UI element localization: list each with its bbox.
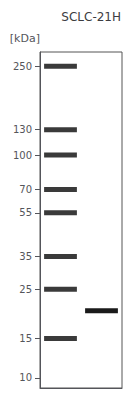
svg-text:25: 25 [19,284,32,295]
svg-text:130: 130 [13,124,32,135]
svg-text:35: 35 [19,251,32,262]
svg-text:250: 250 [13,61,32,72]
svg-text:SCLC-21H: SCLC-21H [61,10,121,24]
svg-text:100: 100 [13,150,32,161]
svg-text:10: 10 [19,372,32,383]
svg-text:55: 55 [19,207,32,218]
svg-text:15: 15 [19,333,32,344]
svg-text:70: 70 [19,184,32,195]
svg-text:[kDa]: [kDa] [10,32,40,45]
